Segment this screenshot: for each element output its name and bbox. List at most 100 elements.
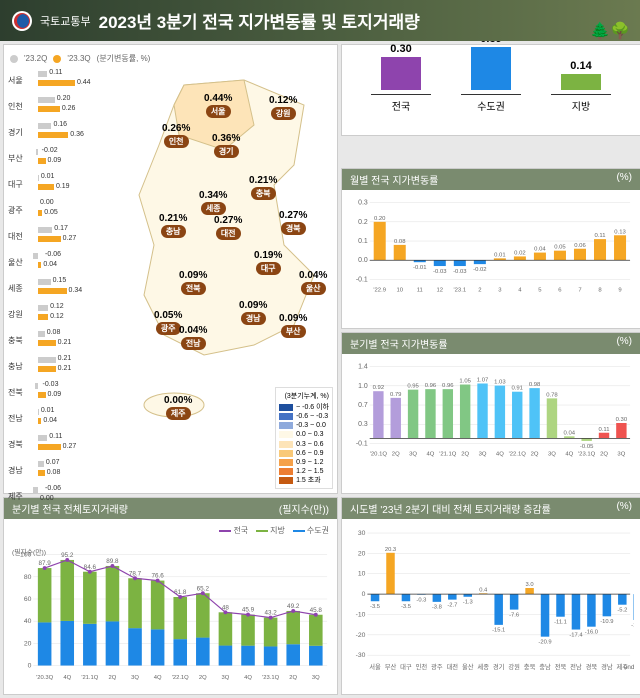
sido-row: 경남 0.07 0.08 <box>8 457 83 483</box>
svg-text:강원: 강원 <box>508 662 520 671</box>
sido-name: 전남 <box>8 413 30 424</box>
svg-text:0.11: 0.11 <box>598 427 609 433</box>
sido-name: 충북 <box>8 335 30 346</box>
sido-name: 대구 <box>8 179 30 190</box>
quarterly-unit: (%) <box>616 336 632 351</box>
map-legend-item: -0.6 ~ -0.3 <box>279 412 329 421</box>
legend-item: 수도권 <box>293 525 329 536</box>
monthly-title: 월별 전국 지가변동률 <box>350 172 438 187</box>
svg-text:0: 0 <box>362 591 366 598</box>
svg-text:충남: 충남 <box>539 662 551 671</box>
svg-text:-10.9: -10.9 <box>600 619 613 625</box>
logo-icon <box>12 11 32 31</box>
svg-text:45.8: 45.8 <box>310 607 323 614</box>
svg-text:0.98: 0.98 <box>529 382 541 388</box>
svg-text:45.9: 45.9 <box>242 607 255 614</box>
sido-row: 서울 0.11 0.44 <box>8 67 83 93</box>
quarterly-chart: -0.10.30.71.01.40.92'20.1Q0.792Q0.953Q0.… <box>348 358 634 458</box>
svg-text:-3.5: -3.5 <box>401 604 411 610</box>
map-region-label: 0.36%경기 <box>212 133 240 158</box>
svg-text:60: 60 <box>24 596 32 603</box>
sido-name: 제주 <box>8 491 30 502</box>
sido-name: 부산 <box>8 153 30 164</box>
svg-text:0.02: 0.02 <box>514 250 526 256</box>
svg-text:61.8: 61.8 <box>174 589 187 596</box>
svg-text:0.96: 0.96 <box>442 383 454 389</box>
svg-text:0.2: 0.2 <box>358 218 368 225</box>
svg-text:'22.1Q: '22.1Q <box>509 452 527 458</box>
svg-text:5: 5 <box>538 287 542 293</box>
sido-row: 대구 0.01 0.19 <box>8 171 83 197</box>
sido-row: 경북 0.11 0.27 <box>8 431 83 457</box>
svg-text:-0.01: -0.01 <box>413 265 426 271</box>
monthly-chart: -0.10.00.10.20.30.20'22.90.0810-0.0111-0… <box>348 194 634 294</box>
svg-text:1.03: 1.03 <box>494 380 506 386</box>
sido-row: 전남 0.01 0.04 <box>8 405 83 431</box>
sido-name: 충남 <box>8 361 30 372</box>
map-region-label: 0.09%부산 <box>279 313 307 338</box>
svg-text:'20.3Q: '20.3Q <box>36 675 53 681</box>
q3-label: '23.3Q <box>67 54 90 63</box>
map-region-label: 0.04%울산 <box>299 270 327 295</box>
svg-text:서울: 서울 <box>369 662 381 671</box>
map-legend-item: 0.0 ~ 0.3 <box>279 430 329 439</box>
svg-text:7: 7 <box>578 287 581 293</box>
top-bar: 0.39 수도권 <box>461 33 521 113</box>
svg-text:-0.1: -0.1 <box>356 441 368 448</box>
svg-text:0.95: 0.95 <box>407 384 419 390</box>
svg-text:0.13: 0.13 <box>614 229 626 235</box>
svg-text:3: 3 <box>498 287 502 293</box>
svg-text:0.05: 0.05 <box>554 244 566 250</box>
svg-text:전남: 전남 <box>570 662 582 671</box>
sido-row: 부산 -0.02 0.09 <box>8 145 83 171</box>
svg-text:20: 20 <box>24 640 32 647</box>
svg-text:6: 6 <box>558 287 562 293</box>
svg-text:0.06: 0.06 <box>574 242 586 248</box>
sido-row: 제주 -0.06 0.00 <box>8 483 83 509</box>
svg-text:0.79: 0.79 <box>390 392 402 398</box>
svg-text:-11.1: -11.1 <box>554 620 567 626</box>
map-region-label: 0.26%인천 <box>162 123 190 148</box>
svg-text:0.08: 0.08 <box>394 239 406 245</box>
map-region-label: 0.19%대구 <box>254 250 282 275</box>
svg-text:9: 9 <box>618 287 621 293</box>
svg-text:95.2: 95.2 <box>61 552 74 559</box>
svg-text:0.30: 0.30 <box>616 417 628 423</box>
sido-row: 강원 0.12 0.12 <box>8 301 83 327</box>
svg-text:2Q: 2Q <box>199 675 207 681</box>
map-legend-item: ~ -0.6 이하 <box>279 403 329 412</box>
svg-text:10: 10 <box>358 571 366 578</box>
legend-unit: (분기변동률, %) <box>97 53 151 64</box>
svg-text:11: 11 <box>417 287 423 293</box>
sido-name: 인천 <box>8 101 30 112</box>
map-legend-item: 0.9 ~ 1.2 <box>279 458 329 467</box>
svg-text:광주: 광주 <box>431 663 443 671</box>
svg-text:-1.3: -1.3 <box>463 600 473 606</box>
svg-text:-0.1: -0.1 <box>356 276 368 283</box>
svg-text:2Q: 2Q <box>289 675 297 681</box>
map-legend: (3분기누계, %)~ -0.6 이하-0.6 ~ -0.3-0.3 ~ 0.0… <box>275 387 333 489</box>
svg-text:대구: 대구 <box>400 663 412 671</box>
svg-text:30: 30 <box>358 530 366 537</box>
svg-text:10: 10 <box>396 287 403 293</box>
map-region-label: 0.21%충남 <box>159 213 187 238</box>
map-region-label: 0.27%대전 <box>214 215 242 240</box>
svg-text:0.20: 0.20 <box>374 215 386 221</box>
map-panel: '23.2Q '23.3Q (분기변동률, %) 서울 0.11 0.44 인천… <box>3 44 338 494</box>
svg-text:-17.4: -17.4 <box>569 632 583 638</box>
svg-text:3Q: 3Q <box>617 452 625 458</box>
map-legend-item: 0.3 ~ 0.6 <box>279 440 329 449</box>
svg-text:40: 40 <box>24 618 32 625</box>
svg-text:-0.3: -0.3 <box>416 598 426 604</box>
svg-text:-7.6: -7.6 <box>509 612 519 618</box>
svg-text:부산: 부산 <box>385 662 397 671</box>
svg-text:3Q: 3Q <box>548 452 556 458</box>
svg-text:-10: -10 <box>356 611 366 618</box>
sido-name: 경기 <box>8 127 30 138</box>
map-region-label: 0.27%경북 <box>279 210 307 235</box>
svg-text:76.6: 76.6 <box>151 573 164 580</box>
sido-row: 광주 0.00 0.05 <box>8 197 83 223</box>
svg-text:-0.02: -0.02 <box>473 267 486 273</box>
map-region-label: 0.21%충북 <box>249 175 277 200</box>
svg-text:20.3: 20.3 <box>385 547 396 553</box>
